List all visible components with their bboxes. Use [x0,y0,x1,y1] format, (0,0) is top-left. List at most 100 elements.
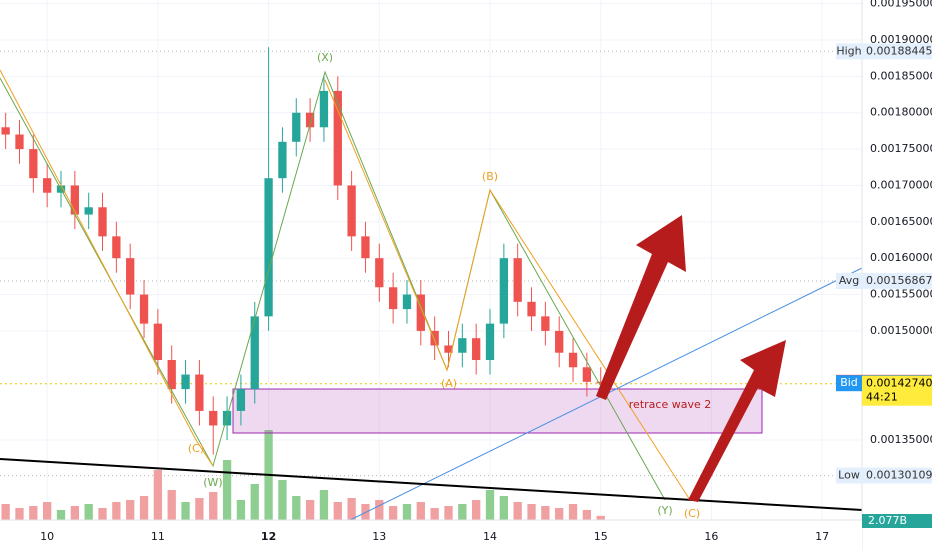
retrace-box [232,388,763,434]
volume-bar [541,506,550,520]
volume-bar [153,470,163,520]
x-tick-label: 12 [261,530,276,543]
price-box [862,375,932,406]
y-tick-label: 0.00160000 [870,251,932,264]
level-name-box [836,375,862,392]
volume-bar [402,504,412,520]
wave-label: (C) [684,507,700,520]
volume-bar [278,480,287,520]
volume-bar [84,504,93,520]
volume-label-box [862,514,932,528]
y-tick-label: 0.00150000 [870,324,932,337]
volume-bar [43,502,52,520]
candle-body [416,294,425,331]
level-name: High [836,44,861,57]
volume-bar [167,490,176,520]
level-name: Bid [840,376,858,389]
time-axis [0,520,862,550]
candle-body [15,134,24,150]
level-name-box [836,43,862,60]
candle-body [444,345,453,353]
wave-label: (Y) [657,504,672,517]
candle-body [430,330,439,346]
volume-bar [472,500,481,520]
level-name-box [836,467,862,484]
candle-body [333,90,342,186]
x-tick-label: 11 [151,530,165,543]
level-value: 0.00130109 [866,469,932,482]
level-name: Avg [839,274,859,287]
level-value-box [862,43,932,60]
candle-body [305,112,315,128]
volume-bar [485,490,495,520]
level-value: 0.00188445 [866,44,932,57]
candle-body [1,127,10,135]
volume-bar [98,508,107,520]
candle-body [139,294,149,324]
candle-body [250,316,259,390]
x-tick-label: 17 [815,530,829,543]
volume-bar [333,502,342,520]
volume-label: 2.077B [868,514,907,527]
volume-bar [388,506,398,520]
volume-bar [181,502,190,520]
candle-body [278,141,287,179]
candle-body [555,330,564,353]
candle-body [126,258,135,295]
volume-bar [15,508,24,520]
candle-body [70,185,79,215]
drawings [0,69,863,526]
volume-bar [292,496,301,520]
volume-bar [112,502,121,520]
y-tick-label: 0.00155000 [870,288,932,301]
wave-label: (A) [441,377,457,390]
countdown: 44:21 [866,391,898,404]
candle-body [596,381,605,384]
volume-bar [305,500,315,520]
level-value-box [862,467,932,484]
volume-bar [555,508,564,520]
candle-body [582,367,592,382]
y-tick-label: 0.00165000 [870,215,932,228]
level-name-box [836,272,862,289]
arrow [688,340,786,502]
volume-bar [430,508,439,520]
candle-body [209,410,218,426]
x-tick-label: 10 [40,530,54,543]
volume-bar [209,492,218,520]
volume-bar [416,502,425,520]
y-tick-label: 0.00190000 [870,33,932,46]
level-value-box [862,272,932,289]
candle-body [347,185,356,237]
volume-bar [347,498,356,520]
volume-bar [458,504,467,520]
x-tick-label: 15 [594,530,608,543]
volume-bar [444,506,453,520]
candle-body [485,323,495,360]
x-tick-label: 13 [372,530,386,543]
volume-bar [513,502,522,520]
candle-body [236,389,246,411]
level-value: 0.00156867 [866,274,932,287]
candle-body [29,149,38,179]
volume-bar [126,500,135,520]
candle-body [361,236,370,259]
wave-line-orange [324,79,691,501]
annotations: (X) (B) (A) (C) (W) (Y) (C) retrace wave… [188,51,711,520]
note: retrace wave 2 [629,398,711,411]
volume-bar [499,496,508,520]
candle-body [375,258,384,288]
candle-body [402,294,412,310]
arrow [596,215,686,400]
volume-bar [56,510,66,520]
y-tick-label: 0.00180000 [870,106,932,119]
y-tick-label: 0.00195000 [870,0,932,10]
candle-body [167,360,176,390]
candle-body [264,178,273,317]
volume-bar [375,500,384,520]
candle-body [153,323,163,360]
volume-bar [568,504,578,520]
wave-label: (C) [188,442,204,455]
